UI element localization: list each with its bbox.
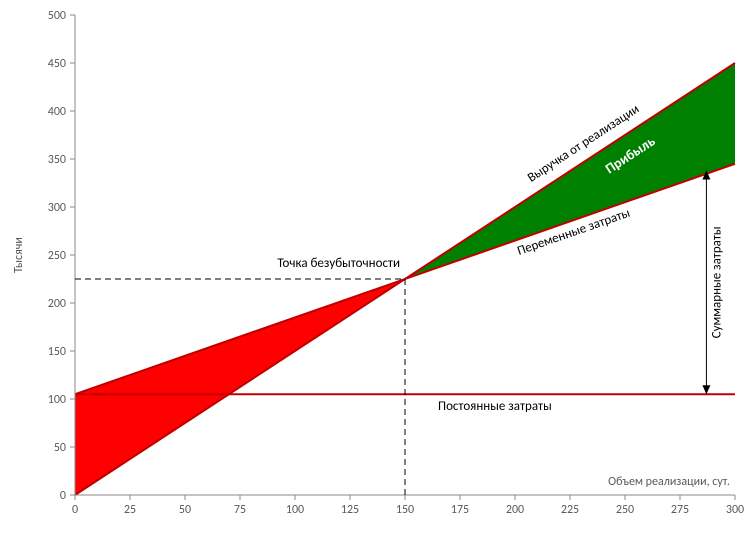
y-tick-label: 350 (48, 153, 66, 167)
x-tick-label: 150 (396, 503, 414, 517)
break-even-label: Точка безубыточности (277, 256, 400, 271)
x-tick-label: 75 (234, 503, 246, 517)
fixed-cost-label: Постоянные затраты (438, 399, 552, 414)
y-tick-label: 450 (48, 57, 66, 71)
break-even-chart: 0 25 50 75 100 125 150 175 200 225 250 275 300 0 50 100… (0, 0, 751, 539)
total-cost-label: Суммарные затраты (709, 226, 724, 338)
x-tick-label: 250 (616, 503, 634, 517)
y-tick-label: 100 (48, 393, 66, 407)
y-tick-label: 300 (48, 201, 66, 215)
chart-svg: 0 25 50 75 100 125 150 175 200 225 250 275 300 0 50 100… (0, 0, 751, 539)
y-tick-label: 250 (48, 249, 66, 263)
y-tick-label: 50 (54, 441, 66, 455)
x-tick-label: 175 (451, 503, 469, 517)
y-tick-label: 200 (48, 297, 66, 311)
x-tick-label: 25 (124, 503, 136, 517)
y-tick-label: 400 (48, 105, 66, 119)
x-tick-label: 200 (506, 503, 524, 517)
x-tick-label: 50 (179, 503, 191, 517)
y-tick-label: 150 (48, 345, 66, 359)
x-tick-label: 275 (671, 503, 689, 517)
x-tick-label: 125 (341, 503, 359, 517)
y-tick-label: 0 (60, 489, 66, 503)
x-tick-label: 100 (286, 503, 304, 517)
x-tick-label: 300 (726, 503, 744, 517)
x-axis-title: Объем реализации, сут. (608, 475, 730, 489)
x-tick-label: 0 (72, 503, 78, 517)
y-axis-title: Тысячи (12, 237, 26, 273)
x-tick-label: 225 (561, 503, 579, 517)
y-tick-label: 500 (48, 9, 66, 23)
